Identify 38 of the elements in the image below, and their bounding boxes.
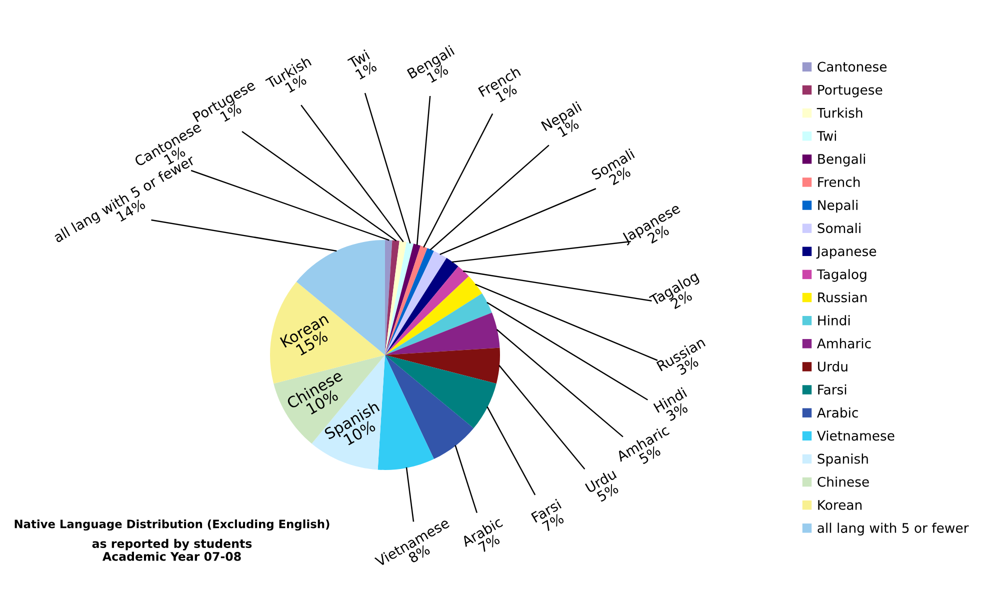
pie-slice	[385, 244, 421, 355]
legend-label: Bengali	[818, 154, 865, 167]
pie-slice	[385, 312, 500, 355]
pie-slice	[385, 240, 400, 355]
legend-label: Chinese	[818, 476, 869, 487]
legend-label: Turkish	[816, 108, 862, 118]
pie-slice	[385, 266, 469, 355]
pie-slice	[385, 293, 492, 355]
pie-slice	[385, 240, 407, 355]
legend-label: Nepali	[818, 200, 858, 213]
legend-label: French	[818, 176, 860, 188]
pie-slice	[385, 258, 458, 355]
legend-label: Vietnamese	[817, 430, 894, 441]
legend-label: Portugese	[818, 84, 882, 98]
legend-label: Hindi	[818, 315, 850, 326]
pie-slice	[378, 355, 434, 470]
legend-label: Twi	[816, 130, 836, 141]
pie-slice	[385, 355, 496, 428]
legend-label: Japanese	[816, 246, 876, 259]
text: as reported by students Academic Year 07-08	[92, 538, 252, 561]
pie-slice	[385, 348, 500, 384]
legend-label: Farsi	[818, 384, 846, 395]
legend-label: Spanish	[818, 454, 868, 466]
legend-label: Tagalog	[816, 269, 866, 282]
legend-label: Russian	[818, 292, 867, 302]
legend-label: Urdu	[818, 361, 848, 372]
legend-label: Somali	[818, 222, 860, 234]
text: Native Language Distribution (Excluding English)	[14, 519, 330, 531]
pie-slice	[385, 242, 414, 355]
pie-slice	[385, 276, 482, 355]
legend-label: Amharic	[817, 338, 871, 348]
legend-label: Korean	[818, 500, 862, 510]
legend-label: Cantonese	[818, 62, 887, 72]
pie-slice	[385, 355, 474, 460]
legend-label: Arabic	[817, 407, 858, 418]
pie-slice	[274, 355, 385, 444]
pie-slice	[385, 250, 447, 355]
legend-label: all lang with 5 or fewer	[818, 522, 969, 536]
